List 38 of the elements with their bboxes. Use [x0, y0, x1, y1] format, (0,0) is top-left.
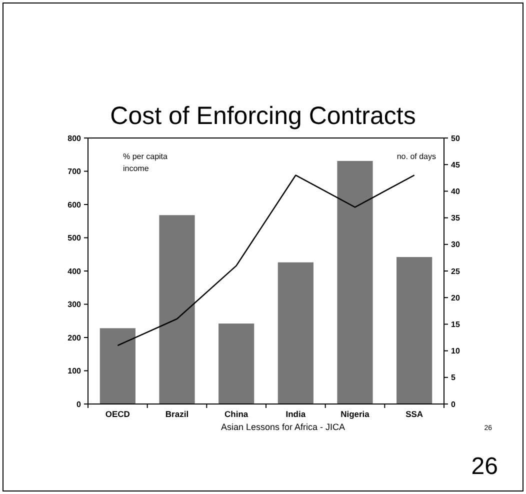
x-tick-label: OECD: [105, 409, 130, 419]
y2-tick-label: 10: [451, 346, 460, 356]
y2-axis-title: no. of days: [396, 152, 436, 161]
y2-tick-label: 25: [451, 266, 460, 276]
chart-title: Cost of Enforcing Contracts: [110, 102, 416, 130]
text: 26: [471, 453, 498, 480]
x-tick-label: SSA: [406, 409, 424, 419]
bar: [100, 328, 136, 404]
x-tick-label: India: [286, 409, 306, 419]
bar: [159, 215, 195, 404]
x-tick-label: Brazil: [165, 409, 189, 419]
y2-tick-label: 50: [451, 134, 460, 143]
line-series: [117, 174, 415, 346]
y-tick-label: 800: [68, 134, 82, 143]
y2-tick-label: 40: [451, 187, 460, 196]
x-tick-label: China: [224, 409, 248, 419]
y-tick-label: 0: [76, 400, 82, 409]
y2-tick-label: 0: [451, 400, 456, 409]
y-tick-label: 400: [68, 266, 82, 276]
bar: [278, 262, 314, 404]
bar: [396, 257, 432, 404]
y2-tick-label: 15: [451, 320, 460, 329]
text: Asian Lessons for Africa - JICA: [220, 422, 346, 432]
y2-tick-label: 45: [451, 160, 460, 170]
y-tick-label: 600: [68, 200, 82, 210]
y-axis-title: % per capita income: [123, 152, 168, 173]
y2-tick-label: 30: [451, 240, 460, 250]
y-tick-label: 700: [68, 167, 82, 176]
y2-tick-label: 5: [451, 373, 456, 382]
y-tick-label: 100: [68, 366, 82, 376]
x-tick-label: Nigeria: [340, 409, 370, 419]
bar: [218, 324, 254, 404]
y-tick-label: 200: [68, 333, 82, 342]
y-tick-label: 300: [68, 300, 82, 310]
bar: [337, 160, 373, 404]
y-tick-label: 500: [68, 234, 82, 243]
y2-tick-label: 20: [451, 293, 460, 302]
y2-tick-label: 35: [451, 214, 460, 223]
